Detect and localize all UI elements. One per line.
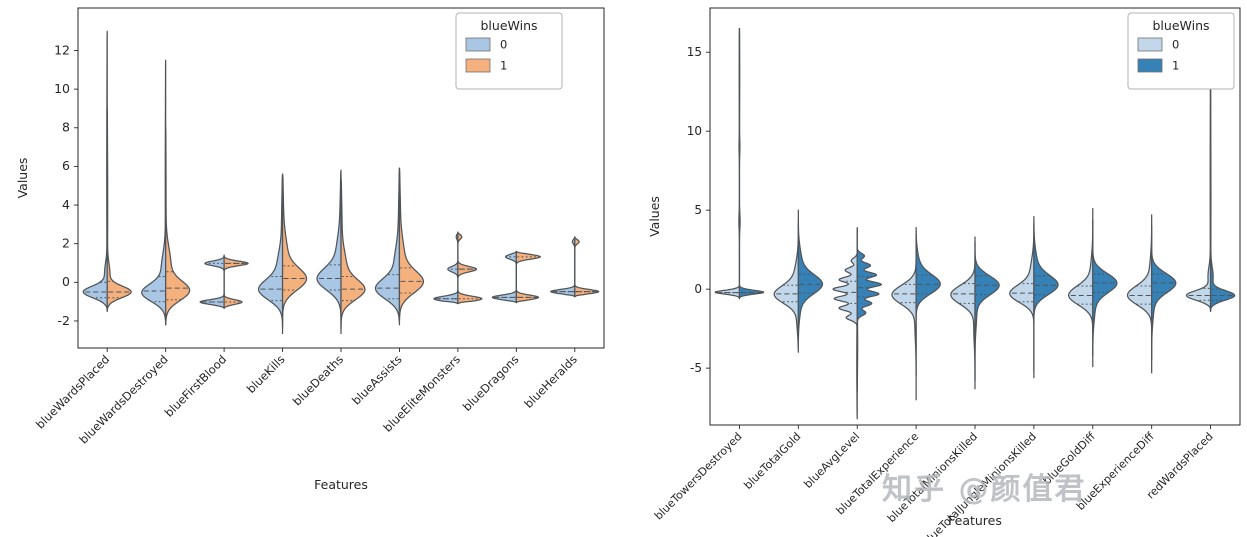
- y-tick-label: 10: [687, 124, 702, 138]
- legend-entry-label: 0: [1172, 38, 1179, 52]
- violin-half-hue1: [398, 167, 425, 322]
- y-tick-label: -5: [690, 361, 702, 375]
- violin-half-hue0: [1009, 222, 1035, 379]
- violin-half-hue1: [1151, 214, 1177, 361]
- violin-half-hue1: [974, 236, 1000, 382]
- violin-half-hue1: [1092, 207, 1118, 357]
- legend: blueWins 0 1: [455, 12, 563, 90]
- watermark: 知乎 @颜值君: [882, 472, 1087, 507]
- violin-half-hue0: [316, 169, 342, 330]
- x-axis-label: Features: [314, 477, 368, 492]
- legend-title: blueWins: [1152, 18, 1209, 33]
- y-tick-label: 2: [62, 235, 70, 250]
- violin-half-hue0: [832, 228, 858, 420]
- x-tick-label: blueKills: [244, 352, 288, 396]
- x-tick-label: blueDeaths: [290, 352, 346, 408]
- legend-swatch: [1137, 58, 1163, 73]
- violin-half-hue0: [891, 233, 917, 401]
- violin-blueEliteMonsters: [433, 231, 483, 305]
- legend-entry-label: 1: [1172, 59, 1179, 73]
- violin-blueTotalGold: [773, 209, 824, 353]
- violin-half-hue0: [433, 231, 459, 305]
- violin-blueHeralds: [550, 236, 600, 298]
- violin-blueGoldDiff: [1068, 207, 1118, 368]
- violin-blueDragons: [491, 250, 541, 304]
- violin-half-hue1: [797, 209, 824, 344]
- violin-half-hue0: [199, 254, 225, 310]
- violin-half-hue1: [915, 226, 941, 377]
- x-tick-label: blueDragons: [460, 352, 522, 414]
- violin-half-hue1: [574, 236, 600, 298]
- violin-blueDeaths: [316, 169, 366, 335]
- violin-panel-1: -5051015blueTowersDestroyedblueTotalGold…: [647, 7, 1241, 537]
- violin-half-hue1: [106, 107, 132, 312]
- legend-entry-label: 1: [500, 59, 507, 73]
- x-tick-label: blueAssists: [349, 352, 404, 407]
- violin-blueTotalJungleMinionsKilled: [1009, 215, 1059, 379]
- violin-half-hue0: [1068, 219, 1094, 368]
- violin-blueKills: [257, 173, 308, 335]
- x-tick-label: blueHeralds: [521, 352, 580, 411]
- violin-half-hue1: [457, 231, 483, 305]
- violin-half-hue1: [223, 254, 249, 310]
- y-tick-label: 6: [62, 158, 70, 173]
- violin-blueTotalMinionsKilled: [950, 236, 1000, 390]
- violin-half-hue0: [950, 241, 976, 390]
- violin-half-hue1: [165, 127, 191, 326]
- legend-swatch: [465, 37, 491, 52]
- x-tick-label: blueFirstBlood: [162, 352, 230, 420]
- violin-blueWardsPlaced: [82, 30, 132, 312]
- violin-blueTotalExperience: [891, 226, 941, 401]
- violin-half-hue0: [550, 236, 576, 298]
- violin-panel-0: -2024681012blueWardsPlacedblueWardsDestr…: [15, 7, 605, 492]
- y-axis-label: Values: [15, 158, 30, 199]
- y-tick-label: 15: [687, 45, 702, 59]
- y-axis-label: Values: [647, 196, 662, 237]
- violin-half-hue1: [340, 177, 366, 335]
- y-tick-label: 12: [54, 42, 70, 57]
- violin-half-hue1: [1209, 67, 1236, 312]
- y-tick-label: -2: [58, 313, 70, 328]
- violin-blueAvgLevel: [832, 226, 882, 420]
- violin-blueExperienceDiff: [1126, 214, 1177, 374]
- violin-blueAssists: [374, 167, 425, 326]
- violin-blueTowersDestroyed: [714, 27, 765, 300]
- violin-half-hue0: [257, 173, 284, 335]
- legend: blueWins 0 1: [1127, 12, 1235, 90]
- violin-half-hue0: [491, 250, 517, 304]
- legend-swatch: [1137, 37, 1163, 52]
- violin-half-hue0: [374, 167, 401, 326]
- violin-half-hue0: [1126, 225, 1153, 374]
- x-tick-label: blueAvgLevel: [801, 430, 862, 491]
- violin-half-hue0: [773, 222, 799, 353]
- violin-blueWardsDestroyed: [141, 59, 191, 326]
- violin-half-hue1: [1033, 215, 1059, 372]
- violin-blueFirstBlood: [199, 254, 249, 310]
- legend-title: blueWins: [480, 18, 537, 33]
- x-axis-label: Features: [948, 513, 1002, 528]
- legend-swatch: [465, 58, 491, 73]
- x-tick-label: blueTowersDestroyed: [652, 430, 745, 523]
- y-tick-label: 0: [694, 282, 702, 296]
- y-tick-label: 10: [54, 81, 70, 96]
- violin-half-hue0: [141, 59, 167, 326]
- y-tick-label: 8: [62, 120, 70, 135]
- violin-half-hue1: [281, 173, 308, 328]
- y-tick-label: 0: [62, 274, 70, 289]
- violin-half-hue1: [738, 27, 765, 300]
- y-tick-label: 4: [62, 197, 70, 212]
- y-tick-label: 5: [694, 203, 702, 217]
- legend-entry-label: 0: [500, 38, 507, 52]
- violin-half-hue0: [82, 30, 108, 312]
- violin-half-hue0: [714, 27, 741, 300]
- x-tick-label: blueTotalGold: [741, 430, 803, 492]
- plot-frame: [77, 7, 605, 349]
- plot-frame: [709, 7, 1241, 426]
- violin-half-hue1: [515, 250, 541, 304]
- violin-half-hue1: [856, 226, 882, 393]
